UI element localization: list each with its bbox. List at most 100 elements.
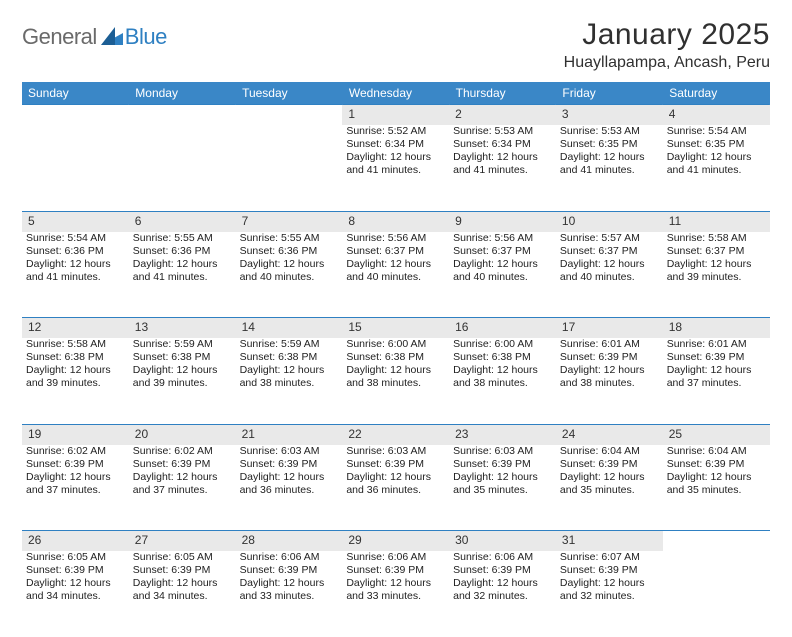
day-cell: Sunrise: 5:58 AMSunset: 6:37 PMDaylight:… <box>663 232 770 318</box>
day-cell: Sunrise: 6:07 AMSunset: 6:39 PMDaylight:… <box>556 551 663 637</box>
day-cell: Sunrise: 5:59 AMSunset: 6:38 PMDaylight:… <box>129 338 236 424</box>
sunrise-text: Sunrise: 5:52 AM <box>346 125 445 138</box>
day-cell <box>22 125 129 211</box>
day-number: 2 <box>449 105 556 126</box>
sunrise-text: Sunrise: 5:58 AM <box>667 232 766 245</box>
weekday-header: Tuesday <box>236 82 343 105</box>
sunset-text: Sunset: 6:39 PM <box>453 458 552 471</box>
logo-mark-icon <box>101 27 123 50</box>
day-number: 8 <box>342 211 449 232</box>
sunset-text: Sunset: 6:38 PM <box>453 351 552 364</box>
day-number <box>236 105 343 126</box>
weekday-header: Wednesday <box>342 82 449 105</box>
sunset-text: Sunset: 6:39 PM <box>133 458 232 471</box>
sunset-text: Sunset: 6:39 PM <box>560 351 659 364</box>
daylight-text-1: Daylight: 12 hours <box>560 258 659 271</box>
day-number <box>22 105 129 126</box>
daylight-text-2: and 38 minutes. <box>453 377 552 390</box>
daylight-text-2: and 36 minutes. <box>240 484 339 497</box>
daylight-text-2: and 33 minutes. <box>240 590 339 603</box>
daylight-text-2: and 41 minutes. <box>560 164 659 177</box>
day-number: 21 <box>236 424 343 445</box>
daylight-text-1: Daylight: 12 hours <box>240 258 339 271</box>
daylight-text-2: and 35 minutes. <box>453 484 552 497</box>
daylight-text-1: Daylight: 12 hours <box>667 258 766 271</box>
day-cell: Sunrise: 6:06 AMSunset: 6:39 PMDaylight:… <box>449 551 556 637</box>
sunset-text: Sunset: 6:38 PM <box>26 351 125 364</box>
sunset-text: Sunset: 6:39 PM <box>560 458 659 471</box>
sunset-text: Sunset: 6:39 PM <box>346 564 445 577</box>
sunrise-text: Sunrise: 6:03 AM <box>240 445 339 458</box>
daylight-text-2: and 32 minutes. <box>560 590 659 603</box>
sunrise-text: Sunrise: 6:03 AM <box>346 445 445 458</box>
weekday-header: Friday <box>556 82 663 105</box>
sunset-text: Sunset: 6:39 PM <box>346 458 445 471</box>
sunrise-text: Sunrise: 6:02 AM <box>133 445 232 458</box>
daylight-text-2: and 35 minutes. <box>560 484 659 497</box>
header: General Blue January 2025 Huayllapampa, … <box>22 18 770 72</box>
location: Huayllapampa, Ancash, Peru <box>564 54 770 72</box>
daylight-text-1: Daylight: 12 hours <box>26 577 125 590</box>
daylight-text-2: and 37 minutes. <box>133 484 232 497</box>
daylight-text-2: and 33 minutes. <box>346 590 445 603</box>
day-number: 30 <box>449 531 556 552</box>
day-number <box>129 105 236 126</box>
day-cell: Sunrise: 6:03 AMSunset: 6:39 PMDaylight:… <box>236 445 343 531</box>
day-number: 14 <box>236 318 343 339</box>
day-cell: Sunrise: 5:54 AMSunset: 6:36 PMDaylight:… <box>22 232 129 318</box>
daylight-text-1: Daylight: 12 hours <box>133 471 232 484</box>
daylight-text-2: and 40 minutes. <box>453 271 552 284</box>
day-number: 19 <box>22 424 129 445</box>
day-cell: Sunrise: 6:00 AMSunset: 6:38 PMDaylight:… <box>342 338 449 424</box>
sunrise-text: Sunrise: 6:02 AM <box>26 445 125 458</box>
day-number: 17 <box>556 318 663 339</box>
daylight-text-1: Daylight: 12 hours <box>346 471 445 484</box>
day-cell: Sunrise: 5:53 AMSunset: 6:34 PMDaylight:… <box>449 125 556 211</box>
daylight-text-1: Daylight: 12 hours <box>346 258 445 271</box>
sunrise-text: Sunrise: 5:58 AM <box>26 338 125 351</box>
daylight-text-2: and 39 minutes. <box>26 377 125 390</box>
sunset-text: Sunset: 6:39 PM <box>453 564 552 577</box>
sunrise-text: Sunrise: 5:56 AM <box>453 232 552 245</box>
day-number-row: 567891011 <box>22 211 770 232</box>
sunrise-text: Sunrise: 5:57 AM <box>560 232 659 245</box>
sunset-text: Sunset: 6:36 PM <box>240 245 339 258</box>
sunrise-text: Sunrise: 6:03 AM <box>453 445 552 458</box>
day-number-row: 19202122232425 <box>22 424 770 445</box>
sunset-text: Sunset: 6:39 PM <box>240 564 339 577</box>
day-number: 23 <box>449 424 556 445</box>
daylight-text-2: and 41 minutes. <box>133 271 232 284</box>
day-cell: Sunrise: 5:53 AMSunset: 6:35 PMDaylight:… <box>556 125 663 211</box>
sunrise-text: Sunrise: 6:01 AM <box>560 338 659 351</box>
daylight-text-1: Daylight: 12 hours <box>453 577 552 590</box>
sunrise-text: Sunrise: 5:53 AM <box>453 125 552 138</box>
sunrise-text: Sunrise: 5:54 AM <box>26 232 125 245</box>
day-content-row: Sunrise: 6:02 AMSunset: 6:39 PMDaylight:… <box>22 445 770 531</box>
day-cell: Sunrise: 6:03 AMSunset: 6:39 PMDaylight:… <box>449 445 556 531</box>
weekday-header-row: Sunday Monday Tuesday Wednesday Thursday… <box>22 82 770 105</box>
daylight-text-2: and 41 minutes. <box>667 164 766 177</box>
daylight-text-1: Daylight: 12 hours <box>453 258 552 271</box>
day-number: 28 <box>236 531 343 552</box>
day-number-row: 262728293031 <box>22 531 770 552</box>
sunset-text: Sunset: 6:39 PM <box>133 564 232 577</box>
daylight-text-2: and 38 minutes. <box>560 377 659 390</box>
day-number: 26 <box>22 531 129 552</box>
daylight-text-1: Daylight: 12 hours <box>560 151 659 164</box>
sunrise-text: Sunrise: 6:00 AM <box>346 338 445 351</box>
day-number: 31 <box>556 531 663 552</box>
daylight-text-1: Daylight: 12 hours <box>133 258 232 271</box>
sunrise-text: Sunrise: 6:06 AM <box>240 551 339 564</box>
sunset-text: Sunset: 6:37 PM <box>667 245 766 258</box>
daylight-text-1: Daylight: 12 hours <box>453 364 552 377</box>
day-cell: Sunrise: 5:56 AMSunset: 6:37 PMDaylight:… <box>449 232 556 318</box>
sunset-text: Sunset: 6:34 PM <box>346 138 445 151</box>
daylight-text-2: and 35 minutes. <box>667 484 766 497</box>
day-number: 1 <box>342 105 449 126</box>
day-cell: Sunrise: 6:04 AMSunset: 6:39 PMDaylight:… <box>556 445 663 531</box>
sunrise-text: Sunrise: 5:56 AM <box>346 232 445 245</box>
daylight-text-1: Daylight: 12 hours <box>346 151 445 164</box>
sunset-text: Sunset: 6:39 PM <box>560 564 659 577</box>
day-cell <box>236 125 343 211</box>
day-number: 13 <box>129 318 236 339</box>
